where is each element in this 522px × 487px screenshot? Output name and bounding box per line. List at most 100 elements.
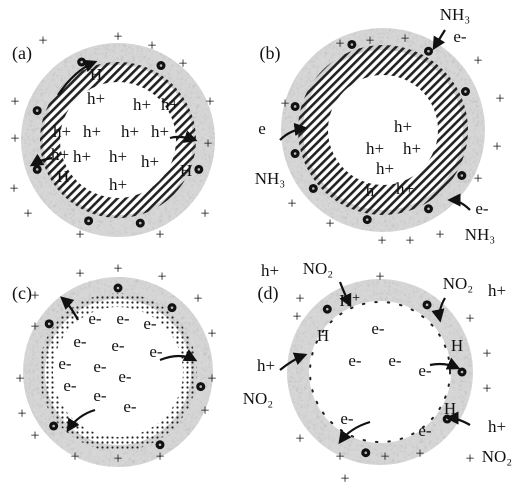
site-dot-center [426, 304, 429, 307]
site-dot-center [48, 323, 51, 326]
site-dot-center [366, 218, 369, 221]
charge: + [157, 269, 166, 286]
species-label: h+ [396, 179, 414, 198]
charge: + [495, 91, 504, 108]
species-label: h+ [151, 122, 169, 141]
species-label: h+ [403, 139, 421, 158]
charge: + [155, 449, 164, 466]
species-label: h+ [51, 145, 69, 164]
site-dot-center [464, 90, 467, 93]
charge: + [292, 309, 301, 326]
site-dot-center [36, 109, 39, 112]
charge: + [30, 428, 39, 445]
species-label: e- [63, 376, 77, 395]
species-label: h+ [109, 147, 127, 166]
species-label: h+ [394, 117, 412, 136]
panel-label: (b) [260, 43, 281, 64]
species-label: e- [58, 354, 72, 373]
species-label: h+ [83, 122, 101, 141]
site-dot-center [80, 61, 83, 64]
charge: + [23, 206, 32, 223]
charge: + [435, 227, 444, 244]
species-label: h+ [109, 175, 127, 194]
species-label: e- [388, 351, 402, 370]
species-label: H [451, 336, 463, 355]
species-label: e- [475, 199, 489, 218]
charge: + [203, 136, 212, 153]
site-dot-center [461, 371, 464, 374]
charge: + [75, 266, 84, 283]
charge: + [147, 38, 156, 55]
site-dot-center [139, 222, 142, 225]
charge: + [482, 381, 491, 398]
charge: + [38, 33, 47, 50]
species-label: H [180, 161, 192, 180]
charge: + [465, 451, 474, 468]
species-label: h+ [488, 417, 506, 436]
species-label: e- [118, 367, 132, 386]
charge: + [335, 36, 344, 53]
charge: + [15, 371, 24, 388]
charge: + [380, 449, 389, 466]
species-label: e- [371, 319, 385, 338]
species-label: h+ [121, 122, 139, 141]
charge: + [200, 403, 209, 420]
site-dot-center [199, 385, 202, 388]
species-label: h+ [133, 95, 151, 114]
species-label: NH₃ [440, 5, 471, 24]
species-label: h+ [141, 152, 159, 171]
species-label: H [57, 167, 69, 186]
charge: + [400, 31, 409, 48]
site-dot-center [117, 287, 120, 290]
species-label: e- [93, 386, 107, 405]
charge: + [375, 269, 384, 286]
charge: + [377, 233, 386, 250]
site-dot-center [294, 152, 297, 155]
charge: + [193, 291, 202, 308]
charge: + [10, 131, 19, 148]
charge: + [30, 288, 39, 305]
species-label: h+ [261, 261, 279, 280]
site-dot-center [160, 64, 163, 67]
species-label: e- [453, 27, 467, 46]
species-label: e- [418, 361, 432, 380]
species-label: h+ [488, 281, 506, 300]
charge: + [325, 216, 334, 233]
charge: + [30, 319, 39, 336]
species-label: e- [348, 351, 362, 370]
species-label: h+ [366, 139, 384, 158]
species-label: NO₂ [482, 447, 512, 466]
figure: (a)HHHh+h+h+h+h+h+h+h+h+h+h+h+++++++++++… [0, 0, 522, 487]
charge: + [340, 471, 349, 487]
species-label: e- [340, 409, 354, 428]
site-dot-center [52, 425, 55, 428]
species-label: NO₂ [243, 389, 273, 408]
species-label: e- [149, 342, 163, 361]
species-label: H [444, 399, 456, 418]
species-label: e- [123, 397, 137, 416]
species-label: e- [143, 314, 157, 333]
charge: + [482, 346, 491, 363]
species-label: e- [116, 309, 130, 328]
particle-shell [298, 290, 462, 454]
species-label: NH₃ [465, 225, 496, 244]
charge: + [492, 139, 501, 156]
charge: + [205, 94, 214, 111]
species-label: H [90, 65, 102, 84]
species-label: h+ [376, 159, 394, 178]
charge: + [415, 446, 424, 463]
species-label: H [317, 326, 329, 345]
charge: + [287, 196, 296, 213]
depletion-band [313, 60, 453, 200]
site-dot-center [87, 220, 90, 223]
species-label: h+ [257, 356, 275, 375]
charge: + [465, 311, 474, 328]
species-label: NH₃ [255, 169, 286, 188]
species-label: NO₂ [443, 274, 473, 293]
site-dot-center [326, 308, 329, 311]
site-dot-center [36, 168, 39, 171]
site-dot-center [427, 50, 430, 53]
species-label: e [258, 119, 266, 138]
site-dot-center [364, 451, 367, 454]
charge: + [9, 181, 18, 198]
